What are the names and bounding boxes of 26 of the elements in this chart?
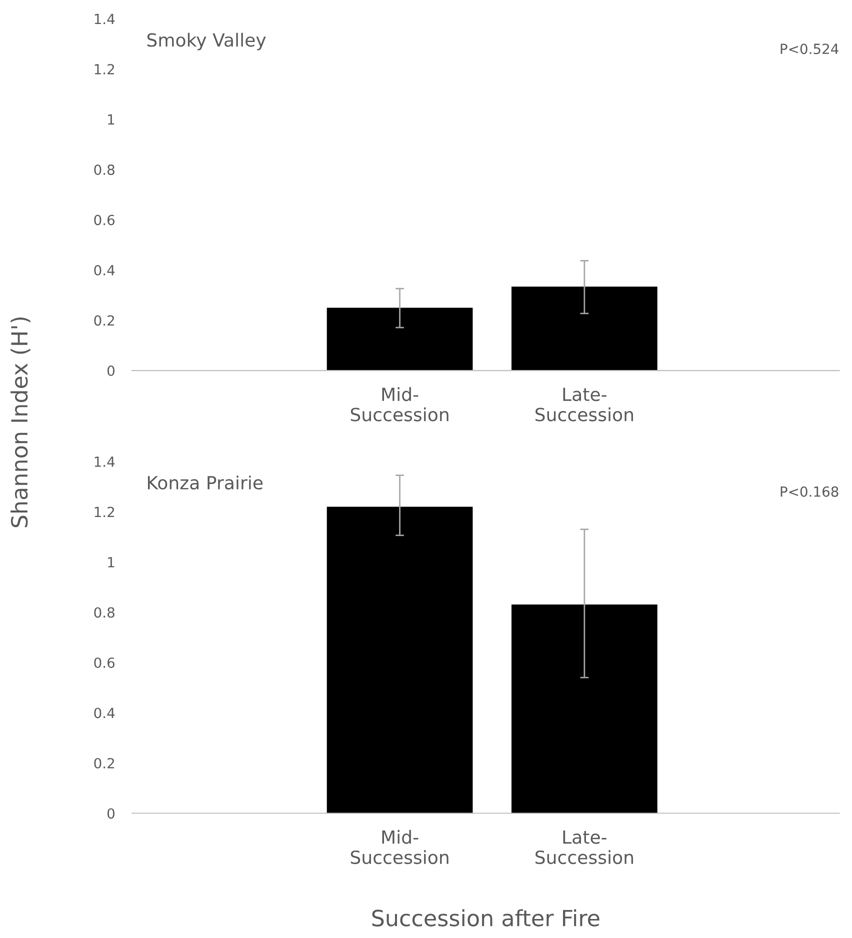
x-tick-label: Mid- Succession [350,830,448,864]
y-tick-label: 0.6 [94,657,115,668]
x-tick-label: Late- Succession [536,388,633,422]
annotation: Smoky Valley [147,32,266,50]
annotation: Konza Prairie [148,476,263,490]
x-tick-label: Late- Succession [536,830,633,864]
y-tick-label: 0.2 [94,758,114,768]
y-tick-label: 0 [107,808,114,819]
y-tick-label: 1 [108,114,114,125]
y-axis-title: Shannon Index (H') [10,317,30,528]
x-axis-title: Succession after Fire [372,909,600,926]
y-tick-label: 0.8 [94,164,114,175]
y-tick-label: 0.6 [94,214,115,226]
y-tick-label: 1.2 [94,506,114,518]
x-tick-label: Mid- Succession [350,387,448,422]
y-tick-label: 0.4 [94,708,115,718]
y-tick-label: 1.2 [94,64,114,74]
y-tick-label: 0 [107,365,114,376]
annotation: P<0.524 [780,44,838,54]
y-tick-label: 1.4 [94,14,115,24]
annotation: P<0.168 [780,486,838,497]
y-tick-label: 0.8 [94,607,114,618]
y-tick-label: 0.4 [94,264,115,276]
y-tick-label: 1.4 [94,456,115,467]
y-tick-label: 1 [108,557,114,568]
y-tick-label: 0.2 [94,315,114,326]
